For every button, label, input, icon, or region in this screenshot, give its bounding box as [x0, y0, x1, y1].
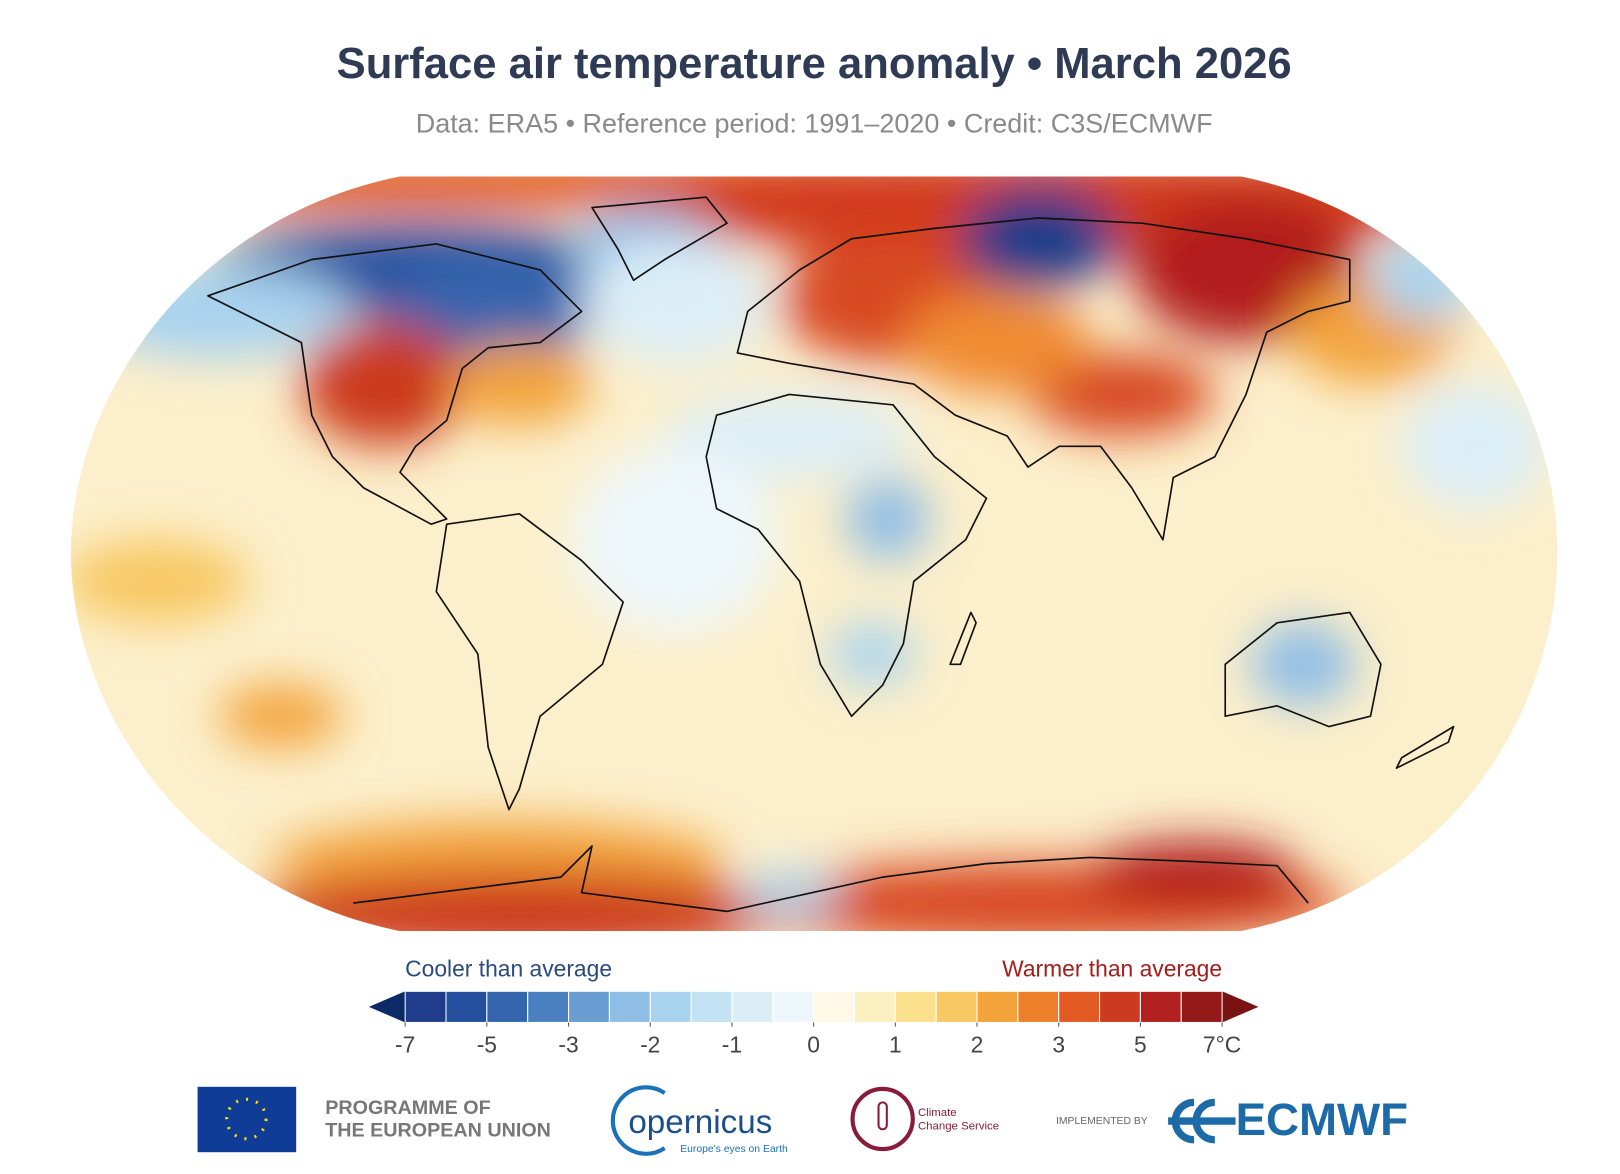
colorbar-box [445, 990, 488, 1023]
c3s-thermometer [877, 1101, 888, 1131]
colorbar-box [1099, 990, 1141, 1023]
colorbar-tick-label: -1 [722, 1031, 742, 1057]
title: Surface air temperature anomaly • March … [337, 40, 1292, 88]
colorbar-box [608, 990, 651, 1023]
subtitle: Data: ERA5 • Reference period: 1991–2020… [416, 109, 1213, 139]
colorbar-tick-label: 1 [889, 1031, 902, 1057]
colorbar-tick-label: -5 [477, 1031, 497, 1057]
c3s-text: Climate [918, 1107, 957, 1119]
copernicus-text: opernicus [628, 1104, 772, 1141]
colorbar-box [731, 990, 774, 1023]
colorbar-box [1017, 990, 1060, 1023]
warm-label: Warmer than average [1002, 956, 1222, 982]
colorbar-box [1139, 990, 1182, 1023]
cool-label: Cooler than average [405, 956, 612, 982]
ecmwf-text: ECMWF [1236, 1094, 1408, 1145]
colorbar-box [649, 990, 692, 1023]
colorbar-box [404, 990, 447, 1023]
copernicus-swoosh [610, 1085, 666, 1156]
colorbar-box [976, 990, 1019, 1023]
colorbar-box [935, 990, 978, 1023]
colorbar-tick-label: 2 [971, 1031, 984, 1057]
copernicus-tagline: Europe's eyes on Earth [680, 1144, 788, 1155]
colorbar-box [527, 990, 570, 1023]
colorbar: Cooler than average Warmer than average … [368, 956, 1259, 1057]
colorbar-box [1180, 990, 1223, 1023]
eu-text: THE EUROPEAN UNION [325, 1120, 551, 1142]
colorbar-box [853, 990, 896, 1023]
map [70, 176, 1558, 932]
colorbar-box [486, 990, 529, 1023]
eu-text: PROGRAMME OF [325, 1097, 490, 1119]
colorbar-tick-label: 3 [1052, 1031, 1065, 1057]
colorbar-tick-label: -7 [395, 1031, 415, 1057]
colorbar-box [813, 990, 855, 1023]
colorbar-tick-label: 5 [1134, 1031, 1147, 1057]
c3s-logo [850, 1086, 915, 1152]
colorbar-box [894, 990, 937, 1023]
colorbar-arrow [368, 991, 406, 1023]
c3s-text: Change Service [918, 1120, 999, 1132]
footer: PROGRAMME OF THE EUROPEAN UNION opernicu… [197, 1085, 1408, 1156]
colorbar-arrow [1222, 991, 1259, 1023]
colorbar-tick-label: -3 [558, 1031, 578, 1057]
colorbar-box [772, 990, 815, 1023]
colorbar-box [568, 990, 610, 1023]
colorbar-tick-label: 7°C [1203, 1031, 1241, 1057]
eu-stars [225, 1097, 268, 1141]
colorbar-box [1058, 990, 1101, 1023]
colorbar-tick-label: -2 [640, 1031, 660, 1057]
colorbar-tick-label: 0 [807, 1031, 820, 1057]
implemented-by: IMPLEMENTED BY [1056, 1116, 1148, 1127]
colorbar-box [690, 990, 733, 1023]
coastlines [207, 196, 1455, 913]
eu-flag [197, 1086, 297, 1153]
ecmwf-symbol [1168, 1098, 1236, 1144]
